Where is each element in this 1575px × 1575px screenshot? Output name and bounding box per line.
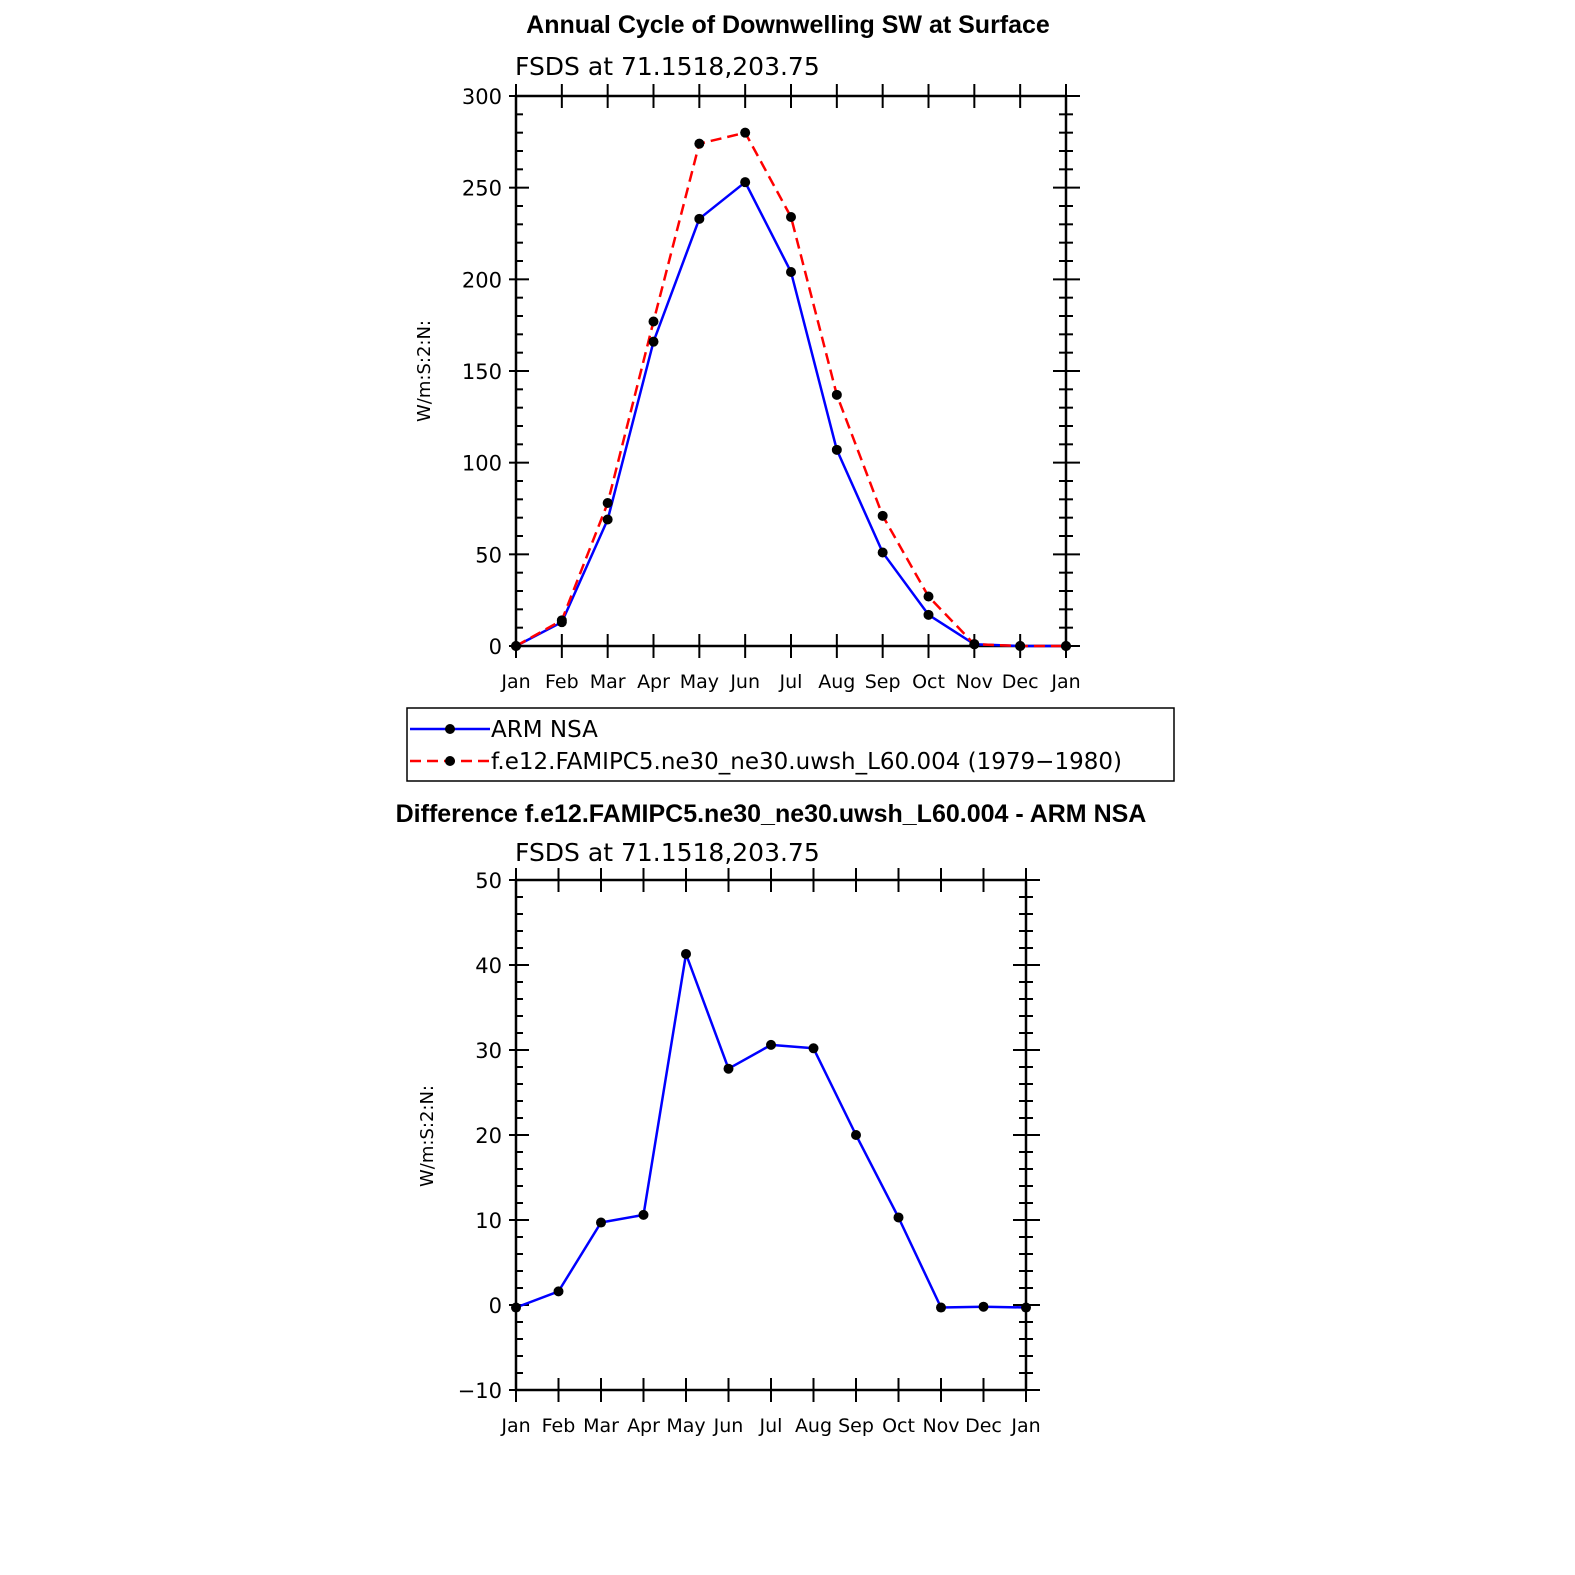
legend-box bbox=[406, 707, 1175, 782]
bottom-series-0-point bbox=[766, 1039, 776, 1050]
top-series-0-point bbox=[831, 444, 842, 455]
top-series-0-point bbox=[786, 267, 796, 277]
bottom-ytick-label: 10 bbox=[475, 1209, 502, 1233]
bottom-ytick-label: 50 bbox=[475, 869, 502, 893]
top-xtick-label: Jun bbox=[729, 671, 760, 693]
bottom-xtick-label: May bbox=[666, 1415, 705, 1437]
legend-marker-model bbox=[445, 756, 455, 766]
top-xtick-label: May bbox=[680, 671, 719, 693]
bottom-series-0-point bbox=[936, 1302, 946, 1313]
bottom-xtick-label: Dec bbox=[965, 1415, 1002, 1437]
top-series-1-point bbox=[1061, 641, 1071, 651]
bottom-series-0-point bbox=[596, 1217, 606, 1228]
top-xtick-label: Jul bbox=[779, 671, 803, 693]
top-xtick-label: Jan bbox=[1050, 671, 1080, 693]
bottom-series-0-point bbox=[553, 1286, 564, 1297]
top-xtick-label: Apr bbox=[637, 671, 670, 693]
bottom-xtick-label: Nov bbox=[922, 1415, 959, 1437]
top-ytick-label: 250 bbox=[462, 177, 502, 201]
top-series-1-point bbox=[511, 641, 521, 651]
bottom-ytick-label: 30 bbox=[475, 1039, 502, 1063]
bottom-xtick-label: Jul bbox=[759, 1415, 783, 1437]
bottom-xtick-label: Jun bbox=[713, 1415, 744, 1437]
bottom-ytick-label: −10 bbox=[458, 1379, 502, 1403]
top-ytick-label: 200 bbox=[462, 268, 502, 292]
top-series-1-point bbox=[831, 389, 842, 400]
bottom-series-line-0 bbox=[515, 952, 1027, 1309]
top-xtick-label: Mar bbox=[590, 671, 626, 693]
top-series-0-point bbox=[602, 514, 613, 525]
bottom-xtick-label: Jan bbox=[500, 1415, 530, 1437]
bottom-xtick-label: Oct bbox=[882, 1415, 915, 1437]
bottom-series-0-point bbox=[1021, 1302, 1031, 1313]
bottom-series-0-point bbox=[511, 1302, 521, 1313]
bottom-series-0-point bbox=[638, 1209, 649, 1220]
top-xtick-label: Dec bbox=[1002, 671, 1039, 693]
bottom-xtick-label: Mar bbox=[583, 1415, 619, 1437]
top-series-1-point bbox=[786, 212, 796, 222]
top-xtick-label: Aug bbox=[818, 671, 855, 693]
top-series-0-point bbox=[923, 609, 934, 620]
top-series-line-1 bbox=[515, 131, 1066, 648]
top-series-1-point bbox=[969, 639, 980, 650]
top-series-1-point bbox=[1015, 641, 1026, 651]
bottom-chart-ylabel: W/m:S:2:N: bbox=[417, 1085, 438, 1187]
bottom-chart-subtitle: FSDS at 71.1518,203.75 bbox=[515, 838, 820, 867]
top-series-0-point bbox=[877, 547, 888, 558]
top-plot-area: 0 50 100 150 200 250 300 Jan Feb Mar Apr May Jun Jul A… bbox=[462, 84, 1081, 693]
top-xtick-label: Oct bbox=[912, 671, 945, 693]
top-xtick-label: Feb bbox=[545, 671, 579, 693]
top-series-0-point bbox=[740, 177, 751, 188]
bottom-series-0-point bbox=[681, 948, 691, 959]
bottom-xtick-label: Feb bbox=[542, 1415, 576, 1437]
top-series-1-point bbox=[694, 138, 705, 149]
bottom-series-0-point bbox=[978, 1301, 989, 1312]
top-chart-title: Annual Cycle of Downwelling SW at Surfac… bbox=[526, 11, 1050, 39]
top-ytick-label: 150 bbox=[462, 360, 502, 384]
top-frame bbox=[514, 94, 1068, 648]
legend-label-arm-nsa: ARM NSA bbox=[491, 717, 598, 743]
bottom-ytick-label: 0 bbox=[489, 1294, 502, 1318]
top-ytick-label: 0 bbox=[489, 635, 502, 659]
top-series-1-point bbox=[740, 127, 751, 138]
bottom-frame bbox=[514, 878, 1028, 1392]
top-xtick-label: Nov bbox=[956, 671, 993, 693]
bottom-ytick-label: 20 bbox=[475, 1124, 502, 1148]
bottom-xtick-label: Aug bbox=[795, 1415, 832, 1437]
top-chart-ylabel: W/m:S:2:N: bbox=[414, 320, 435, 422]
bottom-xtick-label: Sep bbox=[838, 1415, 874, 1437]
top-series-1-point bbox=[648, 316, 659, 327]
top-series-line-0 bbox=[515, 180, 1066, 648]
top-series-0-point bbox=[694, 213, 705, 224]
top-series-1-point bbox=[923, 591, 934, 602]
legend-label-model: f.e12.FAMIPC5.ne30_ne30.uwsh_L60.004 (19… bbox=[491, 749, 1122, 775]
top-series-1-point bbox=[602, 498, 613, 508]
top-ytick-label: 50 bbox=[475, 543, 502, 567]
bottom-plot-area: −10 0 10 20 30 40 50 Jan Feb Mar Apr May Jun Jul Aug Se… bbox=[458, 868, 1041, 1437]
top-chart-subtitle: FSDS at 71.1518,203.75 bbox=[515, 52, 820, 81]
legend-marker-arm-nsa bbox=[445, 724, 455, 734]
bottom-chart-title: Difference f.e12.FAMIPC5.ne30_ne30.uwsh_… bbox=[396, 800, 1147, 828]
top-xtick-label: Jan bbox=[500, 671, 530, 693]
top-series-0-point bbox=[648, 336, 659, 347]
bottom-series-0-point bbox=[808, 1043, 819, 1054]
top-ytick-label: 100 bbox=[462, 452, 502, 476]
legend: ARM NSA f.e12.FAMIPC5.ne30_ne30.uwsh_L60… bbox=[406, 707, 1175, 782]
top-xtick-label: Sep bbox=[865, 671, 901, 693]
top-ytick-label: 300 bbox=[462, 85, 502, 109]
bottom-ytick-label: 40 bbox=[475, 954, 502, 978]
bottom-xtick-label: Jan bbox=[1010, 1415, 1040, 1437]
bottom-xtick-label: Apr bbox=[627, 1415, 660, 1437]
bottom-series-0-point bbox=[723, 1063, 734, 1074]
top-series-1-point bbox=[877, 510, 888, 521]
bottom-series-0-point bbox=[893, 1212, 904, 1223]
bottom-series-0-point bbox=[851, 1130, 861, 1140]
top-series-1-point bbox=[556, 615, 567, 626]
